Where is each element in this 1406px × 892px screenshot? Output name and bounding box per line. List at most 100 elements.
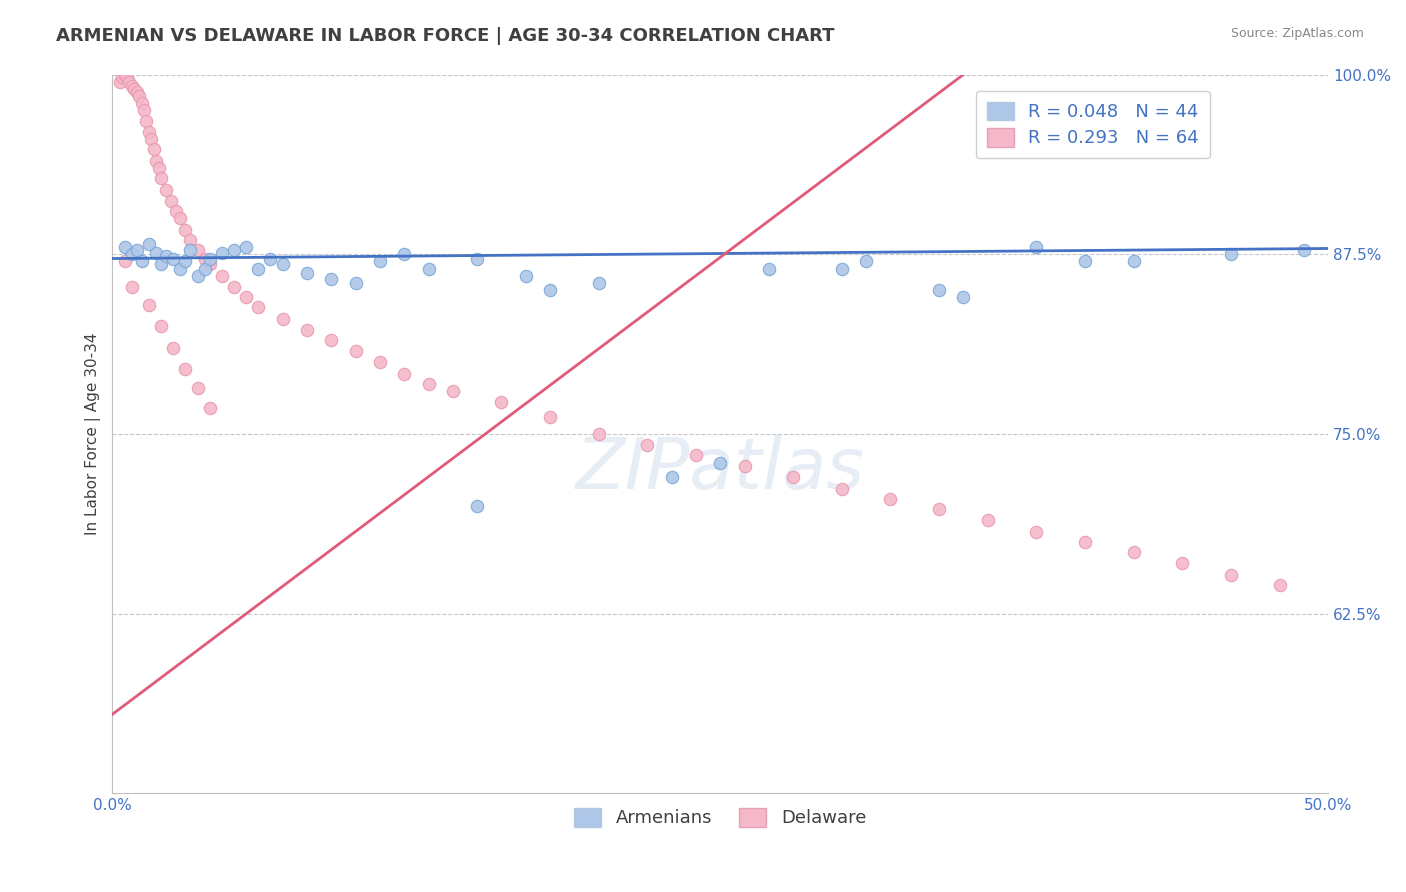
Armenians bbox=[194, 261, 217, 276]
Delaware bbox=[782, 470, 804, 484]
Armenians bbox=[1122, 254, 1144, 268]
Delaware bbox=[538, 409, 561, 424]
Delaware bbox=[1025, 524, 1047, 539]
Delaware bbox=[174, 223, 197, 237]
Delaware bbox=[928, 501, 950, 516]
Armenians bbox=[465, 499, 488, 513]
Text: ARMENIAN VS DELAWARE IN LABOR FORCE | AGE 30-34 CORRELATION CHART: ARMENIAN VS DELAWARE IN LABOR FORCE | AG… bbox=[56, 27, 835, 45]
Armenians bbox=[928, 283, 950, 297]
Armenians bbox=[952, 290, 974, 304]
Armenians bbox=[259, 252, 281, 266]
Delaware bbox=[368, 355, 391, 369]
Armenians bbox=[661, 470, 683, 484]
Armenians bbox=[855, 254, 877, 268]
Armenians bbox=[198, 252, 221, 266]
Delaware bbox=[418, 376, 440, 391]
Delaware bbox=[145, 153, 167, 168]
Delaware bbox=[198, 401, 221, 415]
Delaware bbox=[121, 78, 143, 93]
Armenians bbox=[418, 261, 440, 276]
Delaware bbox=[150, 171, 173, 186]
Armenians bbox=[271, 257, 294, 271]
Armenians bbox=[114, 240, 136, 254]
Armenians bbox=[179, 243, 201, 257]
Delaware bbox=[491, 395, 513, 409]
Delaware bbox=[247, 301, 270, 315]
Delaware bbox=[148, 161, 170, 175]
Delaware bbox=[114, 68, 136, 82]
Delaware bbox=[118, 75, 141, 89]
Armenians bbox=[515, 268, 537, 283]
Armenians bbox=[169, 261, 191, 276]
Delaware bbox=[441, 384, 464, 398]
Delaware bbox=[138, 125, 160, 139]
Delaware bbox=[831, 482, 853, 496]
Delaware bbox=[114, 254, 136, 268]
Delaware bbox=[138, 297, 160, 311]
Delaware bbox=[1219, 567, 1241, 582]
Delaware bbox=[685, 449, 707, 463]
Armenians bbox=[321, 271, 343, 285]
Delaware bbox=[108, 75, 131, 89]
Delaware bbox=[121, 280, 143, 294]
Delaware bbox=[186, 243, 208, 257]
Armenians bbox=[121, 247, 143, 261]
Delaware bbox=[131, 96, 153, 111]
Armenians bbox=[211, 245, 233, 260]
Armenians bbox=[235, 240, 257, 254]
Delaware bbox=[211, 268, 233, 283]
Delaware bbox=[879, 491, 901, 506]
Armenians bbox=[831, 261, 853, 276]
Delaware bbox=[977, 513, 1000, 527]
Delaware bbox=[194, 252, 217, 266]
Armenians bbox=[145, 245, 167, 260]
Delaware bbox=[111, 70, 134, 85]
Armenians bbox=[174, 254, 197, 268]
Legend: Armenians, Delaware: Armenians, Delaware bbox=[567, 801, 873, 835]
Delaware bbox=[1268, 578, 1291, 592]
Armenians bbox=[758, 261, 780, 276]
Delaware bbox=[392, 367, 415, 381]
Delaware bbox=[128, 89, 150, 103]
Armenians bbox=[465, 252, 488, 266]
Delaware bbox=[174, 362, 197, 376]
Delaware bbox=[162, 341, 184, 355]
Text: ZIPatlas: ZIPatlas bbox=[576, 435, 865, 504]
Delaware bbox=[222, 280, 245, 294]
Armenians bbox=[1219, 247, 1241, 261]
Delaware bbox=[271, 312, 294, 326]
Delaware bbox=[141, 132, 163, 146]
Delaware bbox=[344, 343, 367, 358]
Delaware bbox=[636, 438, 658, 452]
Delaware bbox=[179, 233, 201, 247]
Armenians bbox=[295, 266, 318, 280]
Armenians bbox=[1074, 254, 1097, 268]
Delaware bbox=[159, 194, 181, 208]
Armenians bbox=[155, 249, 177, 263]
Delaware bbox=[155, 182, 177, 196]
Armenians bbox=[709, 456, 731, 470]
Armenians bbox=[538, 283, 561, 297]
Armenians bbox=[588, 276, 610, 290]
Armenians bbox=[131, 254, 153, 268]
Delaware bbox=[186, 381, 208, 395]
Armenians bbox=[247, 261, 270, 276]
Delaware bbox=[1171, 557, 1194, 571]
Delaware bbox=[165, 204, 187, 219]
Delaware bbox=[124, 82, 146, 96]
Delaware bbox=[115, 70, 138, 85]
Delaware bbox=[588, 426, 610, 441]
Delaware bbox=[1074, 534, 1097, 549]
Armenians bbox=[1025, 240, 1047, 254]
Delaware bbox=[295, 323, 318, 337]
Armenians bbox=[125, 243, 148, 257]
Delaware bbox=[321, 334, 343, 348]
Y-axis label: In Labor Force | Age 30-34: In Labor Force | Age 30-34 bbox=[86, 333, 101, 535]
Armenians bbox=[150, 257, 173, 271]
Text: Source: ZipAtlas.com: Source: ZipAtlas.com bbox=[1230, 27, 1364, 40]
Delaware bbox=[142, 142, 165, 156]
Armenians bbox=[392, 247, 415, 261]
Armenians bbox=[1292, 243, 1315, 257]
Delaware bbox=[132, 103, 155, 118]
Delaware bbox=[198, 257, 221, 271]
